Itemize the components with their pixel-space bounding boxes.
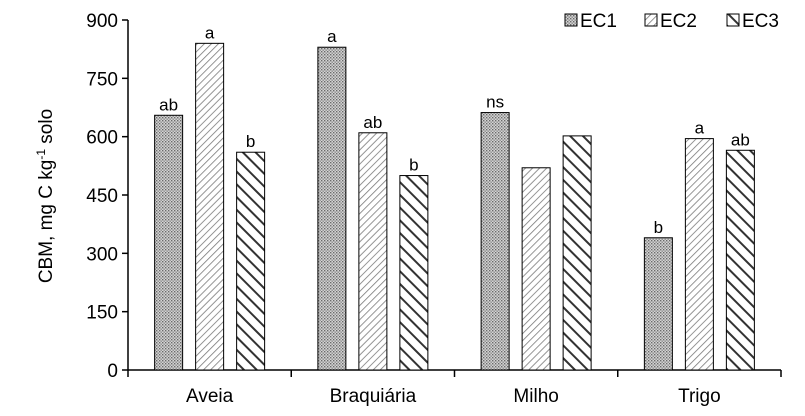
y-tick-label-5: 750 xyxy=(86,69,118,90)
legend-label-ec2: EC2 xyxy=(660,11,697,32)
y-ticks: 0 150 300 450 600 750 900 xyxy=(86,11,128,382)
axes xyxy=(127,20,781,371)
y-tick-label-4: 600 xyxy=(86,128,118,149)
sig-label-ec1-3: b xyxy=(654,218,663,237)
y-tick-label-1: 150 xyxy=(86,303,118,324)
sig-label-ec2-1: ab xyxy=(363,113,382,132)
legend-label-ec1: EC1 xyxy=(580,11,617,32)
sig-label-ec3-3: ab xyxy=(731,130,750,149)
bar-ec2-1 xyxy=(358,132,388,371)
category-label-2: Milho xyxy=(513,386,558,407)
y-tick-label-2: 300 xyxy=(86,244,118,265)
sig-label-ec2-3: a xyxy=(695,119,705,138)
bar-ec1-2 xyxy=(480,112,510,371)
legend: EC1 EC2 EC3 xyxy=(564,11,779,32)
bar-ec2-3 xyxy=(684,138,714,371)
sig-label-ec3-1: b xyxy=(409,156,418,175)
bar-ec2-2 xyxy=(521,167,551,371)
sig-label-ec1-0: ab xyxy=(159,95,178,114)
bar-ec3-1 xyxy=(399,175,429,371)
sig-label-ec3-0: b xyxy=(246,132,255,151)
y-tick-label-0: 0 xyxy=(107,361,118,382)
category-label-1: Braquiária xyxy=(330,386,417,407)
y-tick-label-3: 450 xyxy=(86,186,118,207)
sig-label-ec1-2: ns xyxy=(486,93,504,112)
x-ticks xyxy=(127,370,782,377)
legend-label-ec3: EC3 xyxy=(742,11,779,32)
legend-swatch-ec1 xyxy=(564,13,578,27)
bar-ec1-1 xyxy=(317,46,347,371)
bar-ec3-2 xyxy=(562,135,592,371)
legend-swatch-ec2 xyxy=(644,13,658,27)
sig-label-ec1-1: a xyxy=(327,27,337,46)
bars xyxy=(154,42,755,371)
category-label-3: Trigo xyxy=(678,386,721,407)
bar-ec2-0 xyxy=(195,42,225,371)
y-axis-label: CBM, mg C kg-1 solo xyxy=(34,109,57,283)
bar-ec1-0 xyxy=(154,114,184,371)
sig-label-ec2-0: a xyxy=(205,23,215,42)
legend-swatch-ec3 xyxy=(726,13,740,27)
bar-ec3-0 xyxy=(236,151,266,371)
bar-ec3-3 xyxy=(725,149,755,371)
y-tick-label-6: 900 xyxy=(86,11,118,32)
category-label-0: Aveia xyxy=(186,386,234,407)
bar-ec1-3 xyxy=(643,237,673,371)
category-labels: Aveia Braquiária Milho Trigo xyxy=(186,386,721,407)
